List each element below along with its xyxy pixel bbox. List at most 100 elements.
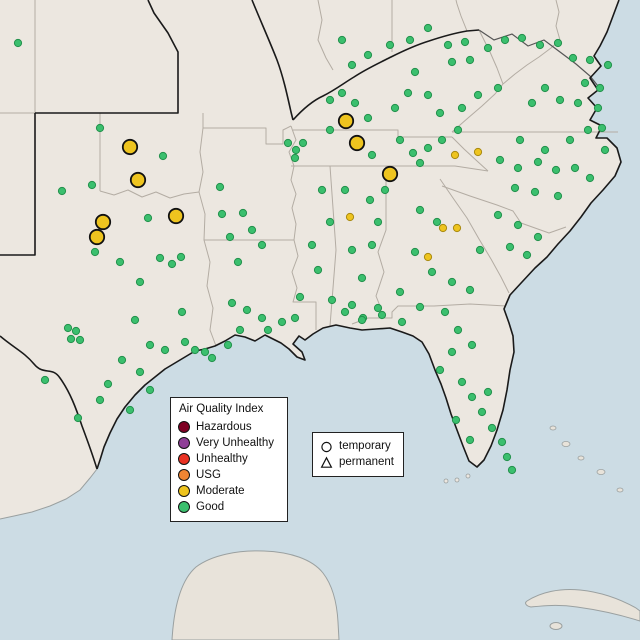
station-marker-good[interactable] [160, 345, 170, 355]
station-marker-good[interactable] [257, 313, 267, 323]
station-marker-good[interactable] [405, 35, 415, 45]
station-marker-good[interactable] [493, 83, 503, 93]
station-marker-good[interactable] [500, 35, 510, 45]
station-marker-good[interactable] [415, 205, 425, 215]
station-marker-good[interactable] [75, 335, 85, 345]
station-marker-good[interactable] [247, 225, 257, 235]
station-marker-good[interactable] [13, 38, 23, 48]
station-marker-good[interactable] [483, 43, 493, 53]
station-marker-good[interactable] [568, 53, 578, 63]
station-marker-good[interactable] [565, 135, 575, 145]
station-marker-good[interactable] [435, 365, 445, 375]
station-marker-good[interactable] [403, 88, 413, 98]
station-marker-good[interactable] [40, 375, 50, 385]
station-marker-good[interactable] [143, 213, 153, 223]
station-marker-good[interactable] [95, 123, 105, 133]
station-marker-good[interactable] [408, 148, 418, 158]
station-marker-good[interactable] [298, 138, 308, 148]
station-marker-good[interactable] [347, 60, 357, 70]
station-marker-good[interactable] [443, 40, 453, 50]
station-marker-good[interactable] [135, 277, 145, 287]
station-marker-good[interactable] [87, 180, 97, 190]
station-marker-good[interactable] [533, 157, 543, 167]
station-marker-moderate-temporary[interactable] [88, 228, 106, 246]
station-marker-good[interactable] [527, 98, 537, 108]
station-marker-good[interactable] [365, 195, 375, 205]
station-marker-good[interactable] [66, 334, 76, 344]
station-marker-good[interactable] [603, 60, 613, 70]
station-marker-good[interactable] [570, 163, 580, 173]
station-marker-good[interactable] [510, 183, 520, 193]
station-marker-good[interactable] [350, 98, 360, 108]
station-marker-good[interactable] [130, 315, 140, 325]
station-marker-good[interactable] [505, 242, 515, 252]
station-marker-good[interactable] [453, 125, 463, 135]
station-marker-good[interactable] [227, 298, 237, 308]
station-marker-good[interactable] [155, 253, 165, 263]
station-marker-good[interactable] [457, 377, 467, 387]
station-marker-good[interactable] [233, 257, 243, 267]
station-marker-good[interactable] [467, 392, 477, 402]
station-marker-good[interactable] [477, 407, 487, 417]
station-marker-good[interactable] [207, 353, 217, 363]
station-marker-moderate[interactable] [473, 147, 483, 157]
station-marker-good[interactable] [473, 90, 483, 100]
station-marker-good[interactable] [357, 315, 367, 325]
station-marker-good[interactable] [551, 165, 561, 175]
station-marker-good[interactable] [238, 208, 248, 218]
station-marker-good[interactable] [167, 259, 177, 269]
station-marker-good[interactable] [325, 217, 335, 227]
station-marker-moderate[interactable] [452, 223, 462, 233]
station-marker-good[interactable] [585, 55, 595, 65]
station-marker-good[interactable] [585, 173, 595, 183]
station-marker-good[interactable] [337, 88, 347, 98]
station-marker-moderate-temporary[interactable] [348, 134, 366, 152]
station-marker-good[interactable] [507, 465, 517, 475]
station-marker-good[interactable] [513, 220, 523, 230]
station-marker-good[interactable] [535, 40, 545, 50]
station-marker-good[interactable] [410, 67, 420, 77]
station-marker-moderate-temporary[interactable] [94, 213, 112, 231]
station-marker-good[interactable] [495, 155, 505, 165]
station-marker-good[interactable] [583, 125, 593, 135]
station-marker-good[interactable] [432, 217, 442, 227]
station-marker-good[interactable] [465, 55, 475, 65]
station-marker-good[interactable] [307, 240, 317, 250]
station-marker-good[interactable] [363, 50, 373, 60]
station-marker-good[interactable] [600, 145, 610, 155]
station-marker-moderate-temporary[interactable] [167, 207, 185, 225]
station-marker-good[interactable] [377, 310, 387, 320]
station-marker-good[interactable] [291, 145, 301, 155]
station-marker-moderate-temporary[interactable] [129, 171, 147, 189]
station-marker-good[interactable] [145, 340, 155, 350]
station-marker-good[interactable] [553, 38, 563, 48]
station-marker-good[interactable] [295, 292, 305, 302]
station-marker-good[interactable] [553, 191, 563, 201]
station-marker-good[interactable] [145, 385, 155, 395]
station-marker-good[interactable] [117, 355, 127, 365]
station-marker-good[interactable] [317, 185, 327, 195]
station-marker-good[interactable] [242, 305, 252, 315]
station-marker-good[interactable] [257, 240, 267, 250]
station-marker-good[interactable] [325, 95, 335, 105]
station-marker-good[interactable] [533, 232, 543, 242]
station-marker-good[interactable] [423, 90, 433, 100]
station-marker-good[interactable] [467, 340, 477, 350]
station-marker-good[interactable] [380, 185, 390, 195]
station-marker-good[interactable] [435, 108, 445, 118]
station-marker-good[interactable] [290, 153, 300, 163]
station-marker-good[interactable] [597, 123, 607, 133]
station-marker-good[interactable] [313, 265, 323, 275]
station-marker-good[interactable] [483, 387, 493, 397]
station-marker-good[interactable] [373, 303, 383, 313]
station-marker-good[interactable] [453, 325, 463, 335]
station-marker-good[interactable] [437, 135, 447, 145]
station-marker-good[interactable] [423, 143, 433, 153]
station-marker-good[interactable] [73, 413, 83, 423]
station-marker-good[interactable] [573, 98, 583, 108]
station-marker-good[interactable] [595, 83, 605, 93]
station-marker-good[interactable] [223, 340, 233, 350]
station-marker-good[interactable] [63, 323, 73, 333]
station-marker-good[interactable] [593, 103, 603, 113]
station-marker-good[interactable] [176, 252, 186, 262]
